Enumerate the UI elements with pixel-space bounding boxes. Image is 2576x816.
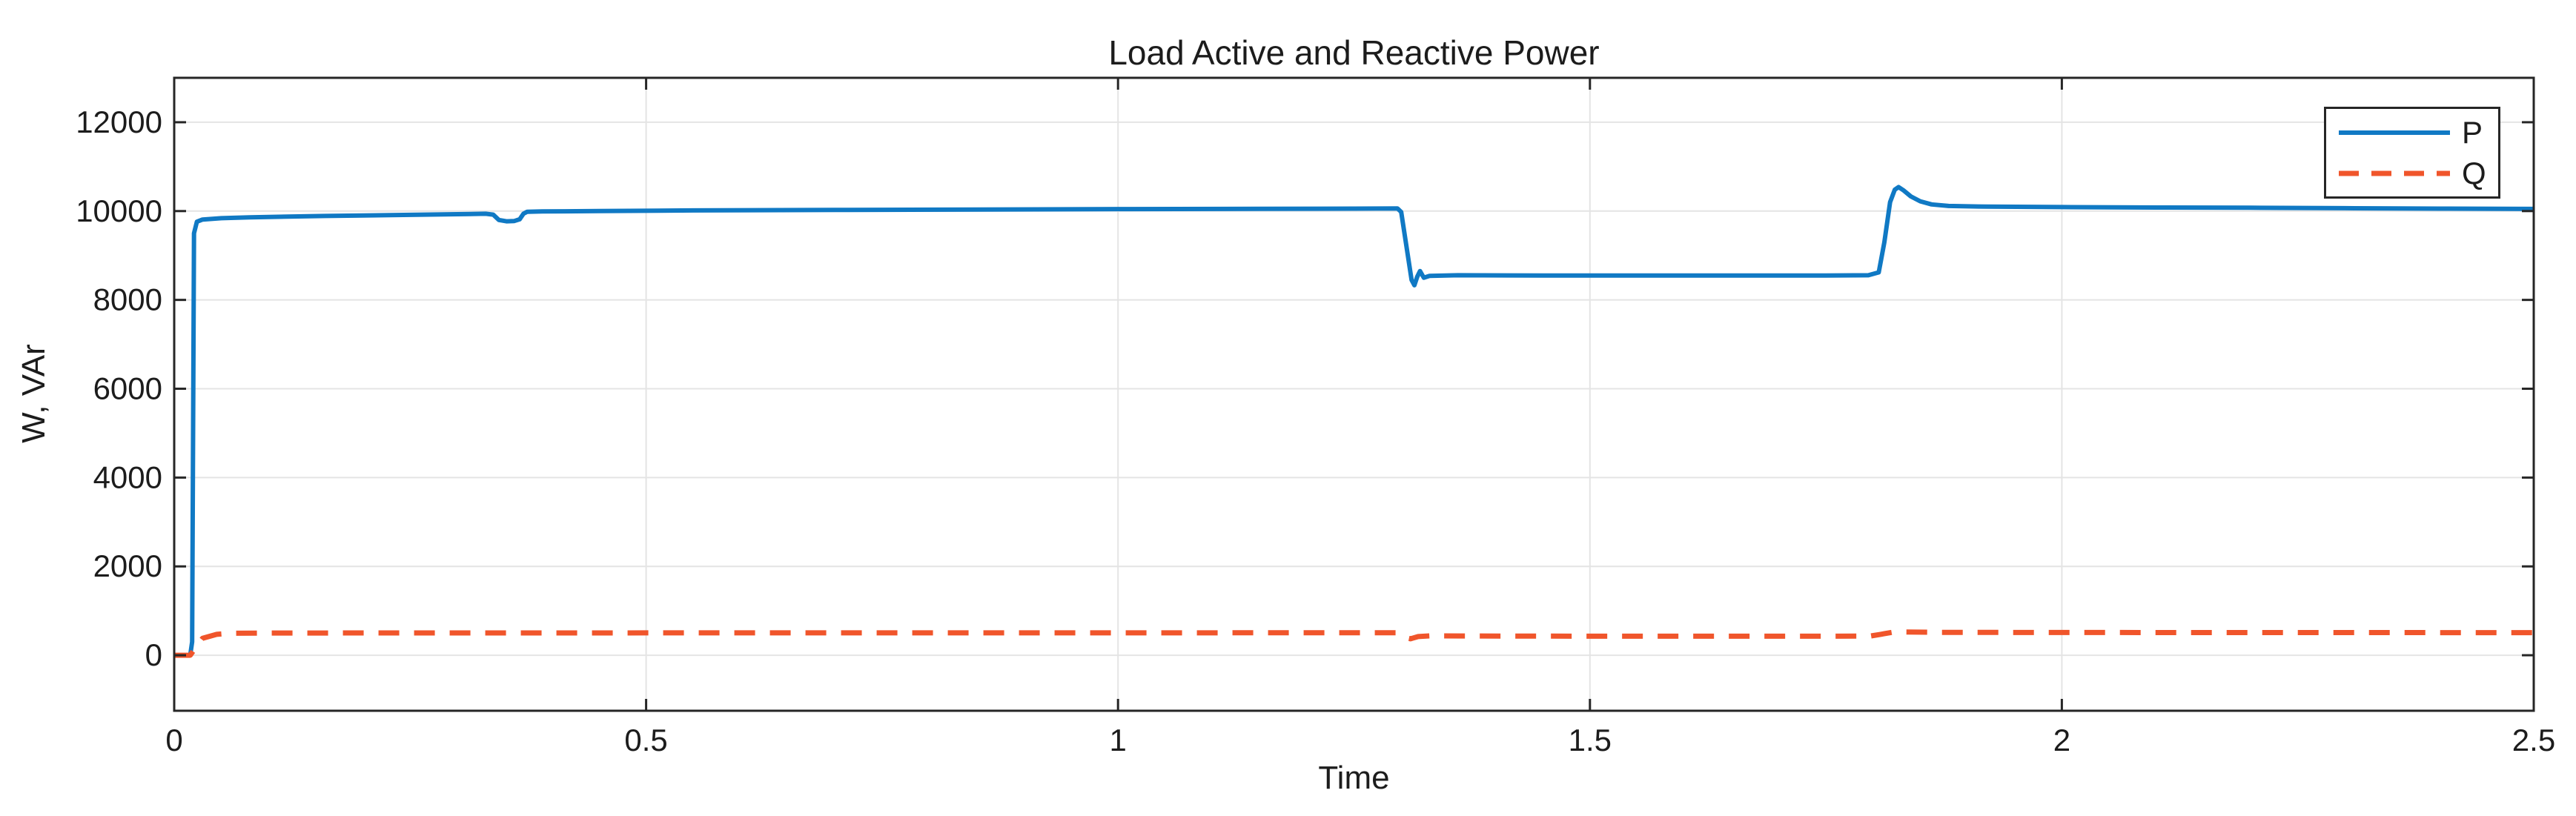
plot-area bbox=[174, 78, 2534, 711]
legend-entry-q: Q bbox=[2326, 153, 2498, 193]
x-axis-label: Time bbox=[1318, 760, 1390, 796]
axes-box bbox=[173, 76, 2535, 712]
legend-label-q: Q bbox=[2462, 155, 2486, 190]
y-tick-label: 8000 bbox=[93, 282, 162, 317]
x-tick-label: 1.5 bbox=[1569, 723, 1612, 757]
x-tick-label: 1 bbox=[1110, 723, 1127, 757]
legend-line-q-icon bbox=[2339, 170, 2450, 176]
x-tick-label: 0.5 bbox=[624, 723, 667, 757]
legend-line-p-icon bbox=[2339, 130, 2450, 135]
y-tick-label: 6000 bbox=[93, 371, 162, 406]
y-axis-label: W, VAr bbox=[16, 344, 52, 443]
legend-label-p: P bbox=[2462, 114, 2483, 150]
y-tick-label: 0 bbox=[145, 637, 162, 672]
legend-entry-p: P bbox=[2326, 112, 2498, 153]
y-tick-label: 12000 bbox=[76, 105, 162, 139]
y-tick-label: 10000 bbox=[76, 193, 162, 228]
x-tick-label: 2 bbox=[2053, 723, 2070, 757]
chart-title: Load Active and Reactive Power bbox=[1108, 33, 1600, 72]
x-tick-label: 2.5 bbox=[2512, 723, 2555, 757]
series-line-q bbox=[174, 629, 2534, 658]
legend-box: P Q bbox=[2324, 107, 2500, 199]
series-line-p bbox=[174, 185, 2534, 658]
x-tick-label: 0 bbox=[165, 723, 182, 757]
y-tick-label: 4000 bbox=[93, 460, 162, 494]
y-tick-label: 2000 bbox=[93, 548, 162, 583]
